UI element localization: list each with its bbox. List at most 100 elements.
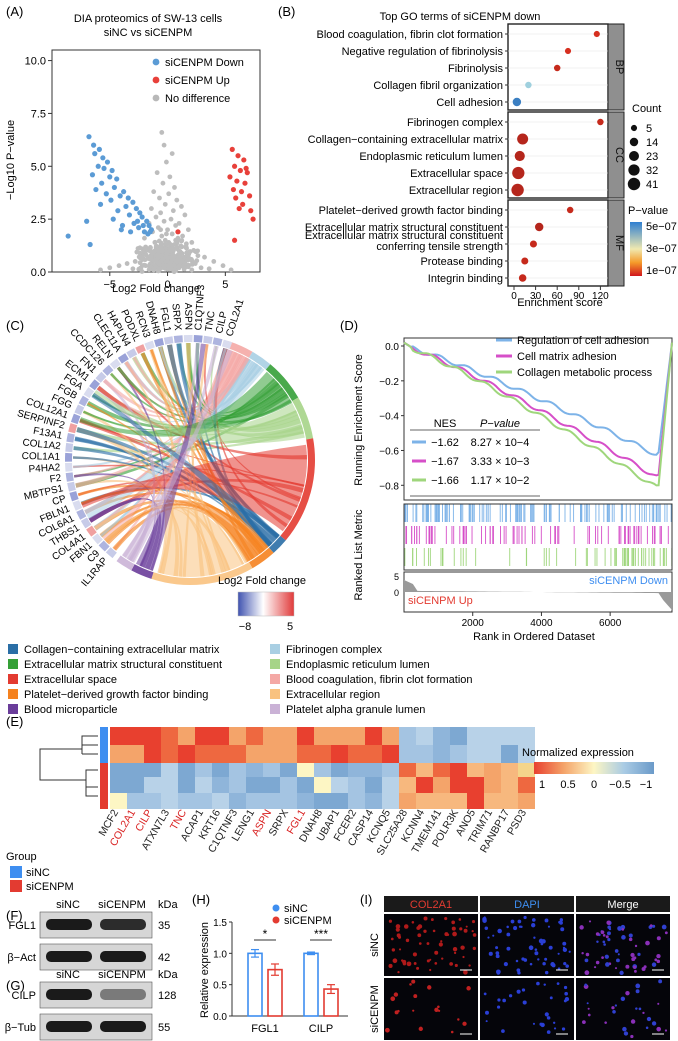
cell: [606, 920, 611, 925]
legend-dot: [272, 916, 280, 924]
cell: [630, 952, 635, 958]
heat-cell: [195, 793, 212, 809]
cell: [416, 926, 421, 930]
point-nodiff: [164, 159, 169, 165]
point-nodiff: [189, 240, 195, 245]
legend-label: No difference: [165, 93, 230, 105]
point-up: [175, 229, 181, 235]
pval-legend-title: P−value: [628, 205, 668, 217]
cell: [557, 952, 560, 955]
gene-arc: [65, 442, 74, 453]
x-tick-label: FGL1: [251, 1023, 279, 1035]
gene-arc: [92, 533, 103, 545]
heat-cell: [195, 763, 212, 777]
cell: [434, 962, 438, 965]
cell: [391, 948, 396, 952]
heat-cell: [348, 727, 365, 745]
cell: [652, 924, 656, 928]
panel-h-ylabel: Relative expression: [199, 922, 211, 1018]
point-nodiff: [162, 237, 168, 243]
go-term-label: Endoplasmic reticulum lumen: [359, 151, 503, 163]
heat-cell: [501, 745, 518, 763]
category-label: Endoplasmic reticulum lumen: [286, 659, 430, 671]
category-label: Fibrinogen complex: [286, 644, 382, 656]
panel-b-go-dotplot: (B) Top GO terms of siCENPM down BP Blood…: [278, 4, 677, 309]
point-nodiff: [179, 238, 185, 243]
heat-cell: [246, 793, 263, 809]
cell: [418, 1026, 423, 1032]
point-nodiff: [155, 268, 161, 274]
y-tick-label: 7.5: [31, 108, 46, 120]
point-nodiff: [156, 238, 162, 244]
p-value: 3.33 × 10−3: [471, 456, 530, 468]
cell: [537, 958, 540, 961]
x-tick-label: 120: [592, 291, 609, 302]
cell: [544, 918, 549, 923]
gene-arc: [65, 462, 73, 472]
cell: [622, 1026, 627, 1032]
x-tick-label: CILP: [309, 1023, 333, 1035]
heat-cell: [484, 727, 501, 745]
chord-ribbon: [99, 500, 268, 550]
category-swatch: [270, 704, 280, 714]
heat-cell: [467, 763, 484, 777]
cell: [437, 1005, 440, 1009]
go-dot: [514, 150, 525, 162]
blot-kda: 35: [158, 920, 170, 932]
chord-fan: [93, 389, 305, 444]
cell: [451, 926, 456, 931]
heat-cell: [518, 745, 535, 763]
point-up: [231, 163, 238, 169]
cell: [485, 1020, 488, 1023]
count-legend-dot: [630, 124, 638, 132]
go-term-label: Protease binding: [420, 256, 503, 268]
go-dot: [511, 183, 524, 197]
blot-name: β−Tub: [5, 1022, 36, 1034]
point-nodiff: [157, 195, 162, 201]
heat-cell: [416, 763, 433, 777]
cell: [434, 950, 439, 955]
point-nodiff: [116, 263, 122, 269]
heat-cell: [127, 745, 144, 763]
gene-label: COL1A1: [22, 451, 61, 463]
point-down: [108, 197, 114, 203]
cell: [458, 918, 462, 921]
category-label: Platelet−derived growth factor binding: [24, 689, 208, 701]
heat-cell: [263, 793, 280, 809]
x-tick-label: 5: [222, 279, 228, 291]
cell: [506, 932, 511, 937]
cell: [502, 998, 507, 1003]
cell: [508, 994, 513, 998]
point-nodiff: [161, 265, 167, 271]
heat-cell: [178, 727, 195, 745]
heat-cell: [484, 763, 501, 777]
cell: [600, 930, 605, 935]
heat-cell: [161, 727, 178, 745]
cell: [482, 918, 487, 923]
point-nodiff: [173, 237, 179, 243]
heat-cell: [110, 763, 127, 777]
micrograph: [480, 914, 574, 976]
panel-i-label: (I): [360, 892, 372, 907]
cell: [656, 959, 661, 964]
cell: [388, 963, 393, 969]
cell: [602, 934, 606, 937]
heat-cell: [246, 763, 263, 777]
cell: [412, 952, 417, 957]
cell: [487, 936, 490, 939]
p-value: 1.17 × 10−2: [471, 475, 530, 487]
heat-cell: [280, 777, 297, 793]
es-curve: [403, 341, 673, 487]
cell: [506, 925, 509, 929]
cell: [620, 996, 626, 1002]
cell: [497, 998, 501, 1002]
heat-cell: [416, 745, 433, 763]
gene-arc: [76, 508, 87, 520]
cell: [645, 1026, 649, 1029]
cell: [633, 956, 637, 960]
chord-fan: [121, 349, 233, 563]
cell: [471, 920, 476, 924]
point-down: [119, 222, 126, 229]
panel-c-fc-legend-title: Log2 Fold change: [218, 575, 306, 587]
cell: [533, 936, 536, 939]
